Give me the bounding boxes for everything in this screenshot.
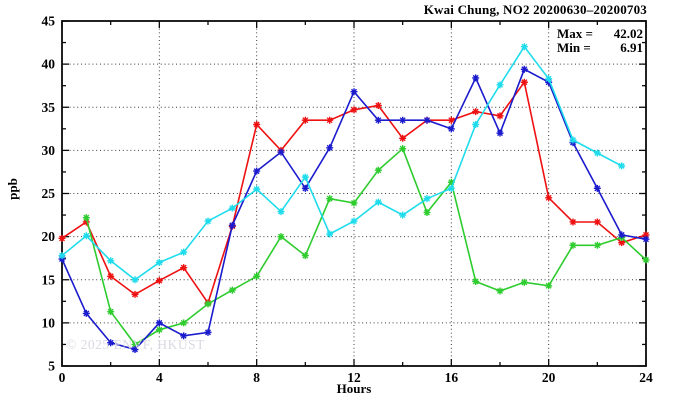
stats-annotation: Max = 42.02 Min = 6.91 [557, 27, 643, 55]
y-tick-label: 10 [42, 315, 56, 330]
y-axis-title: ppb [5, 178, 20, 200]
y-tick-label: 20 [42, 229, 56, 244]
gridlines [62, 21, 646, 366]
watermark-text: © 2025 ENVF, HKUST [66, 337, 205, 352]
min-stat-label: Min = [557, 40, 591, 55]
x-tick-label: 0 [59, 370, 66, 385]
y-tick-label: 40 [42, 57, 56, 72]
max-stat-label: Max = [557, 26, 593, 41]
series-line-green [85, 147, 647, 346]
y-tick-label: 45 [42, 14, 56, 29]
chart-title: Kwai Chung, NO2 20200630–20200703 [423, 2, 647, 17]
max-stat-value: 42.02 [613, 26, 643, 41]
x-axis-title: Hours [336, 381, 372, 396]
series-markers-green [82, 145, 650, 348]
y-tick-label: 25 [42, 186, 56, 201]
x-tick-label: 16 [445, 370, 459, 385]
series-red [58, 78, 650, 307]
series-green [82, 145, 650, 348]
max-stat-row: Max = 42.02 [557, 27, 643, 41]
series-line-cyan [61, 45, 623, 281]
tick-labels: 5 10 15 20 25 30 35 40 45 0 4 8 12 16 20 24 [42, 14, 654, 386]
y-tick-label: 30 [42, 143, 56, 158]
y-tick-label: 35 [42, 100, 56, 115]
min-stat-row: Min = 6.91 [557, 41, 643, 55]
x-tick-label: 20 [542, 370, 556, 385]
x-tick-label: 4 [156, 370, 163, 385]
series-markers-cyan [58, 43, 626, 284]
x-tick-label: 24 [639, 370, 653, 385]
y-tick-label: 5 [48, 359, 55, 374]
x-tick-label: 12 [347, 370, 361, 385]
min-stat-value: 6.91 [620, 40, 643, 55]
x-tick-label: 8 [253, 370, 260, 385]
series-cyan [58, 43, 626, 284]
series-markers-red [58, 78, 650, 307]
y-tick-label: 15 [42, 272, 56, 287]
